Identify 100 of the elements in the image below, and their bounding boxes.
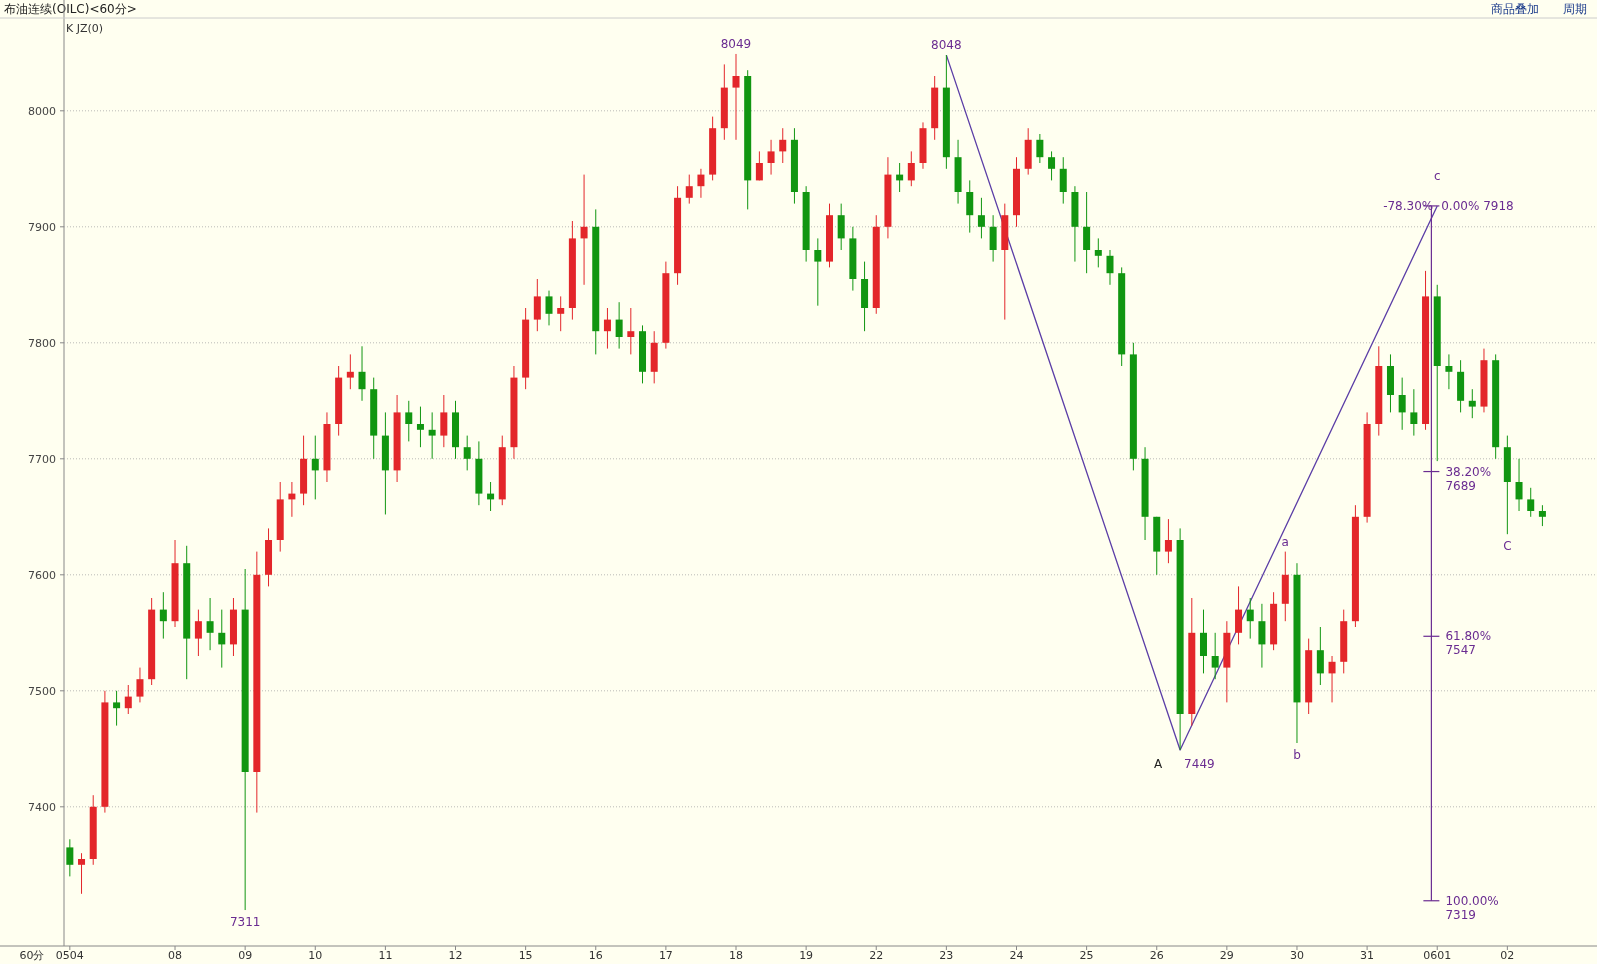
annotation: c <box>1433 168 1441 183</box>
candlestick <box>428 411 436 460</box>
x-axis-title: 60分 <box>19 949 45 962</box>
text: 商品叠加 <box>1491 2 1539 16</box>
candlestick <box>1059 156 1067 205</box>
x-tick-label: 25 <box>1079 949 1094 962</box>
candlestick <box>767 139 775 176</box>
candlestick <box>1094 237 1102 268</box>
annotation: a <box>1281 534 1289 549</box>
candlestick <box>966 179 974 234</box>
candlestick <box>1445 353 1453 390</box>
candlestick <box>124 684 132 715</box>
candlestick <box>989 214 997 263</box>
candlestick <box>1211 632 1219 680</box>
candlestick <box>1036 133 1044 164</box>
candlestick <box>977 197 985 239</box>
candlestick <box>1328 655 1336 703</box>
candlestick <box>1410 388 1418 437</box>
candlestick <box>603 307 611 350</box>
candlestick <box>1538 504 1546 527</box>
candlestick <box>627 307 635 355</box>
candlestick <box>346 353 354 390</box>
ref-line-label: 61.80% 7547 <box>1445 629 1492 658</box>
candlestick <box>1164 518 1172 564</box>
annotation: A <box>1153 756 1163 771</box>
candlestick <box>1106 249 1114 286</box>
annotation: 0.00% 7918 <box>1441 198 1514 213</box>
candlestick <box>1048 150 1056 181</box>
y-tick-label: 7600 <box>28 568 56 582</box>
candlestick <box>697 168 705 199</box>
y-tick-label: 7500 <box>28 684 56 698</box>
x-tick-label: 12 <box>448 949 463 962</box>
candlestick <box>440 394 448 448</box>
annotation: b <box>1293 748 1301 762</box>
x-tick-label: 31 <box>1360 949 1375 962</box>
candlestick <box>1258 603 1266 669</box>
annotation: 7449 <box>1184 756 1215 771</box>
x-tick-label: 30 <box>1289 949 1304 962</box>
candlestick <box>1235 585 1243 645</box>
x-tick-label: 19 <box>799 949 814 962</box>
x-tick-label: 26 <box>1149 949 1164 962</box>
x-tick-label: 02 <box>1500 949 1515 962</box>
candlestick <box>779 127 787 164</box>
x-tick-label: 18 <box>729 949 743 962</box>
candlestick <box>732 53 740 141</box>
candlestick <box>615 301 623 350</box>
x-tick-label: 16 <box>588 949 603 962</box>
x-tick-label: 09 <box>238 949 253 962</box>
annotation: 7311 <box>229 915 261 930</box>
candlestick <box>907 150 915 187</box>
candlestick <box>78 852 86 895</box>
candlestick <box>580 174 588 286</box>
x-tick-label: 17 <box>658 949 673 962</box>
annotation: -78.30% <box>1383 198 1434 213</box>
annotation: C <box>1503 539 1512 554</box>
x-tick-label: 11 <box>378 949 393 962</box>
candlestick <box>545 290 553 326</box>
x-tick-label: 23 <box>939 949 954 962</box>
candlestick <box>755 150 763 181</box>
candlestick <box>533 278 541 332</box>
annotation: 8049 <box>720 36 752 51</box>
candlestick <box>358 345 366 402</box>
candlestick <box>1527 487 1535 518</box>
candlestick <box>557 295 565 332</box>
candlestick <box>814 237 822 307</box>
text: 周期 <box>1563 2 1587 16</box>
chart-title: 布油连续(OILC)<60分> <box>4 2 137 16</box>
x-tick-label: 0504 <box>55 949 84 962</box>
y-tick-label: 7400 <box>28 800 56 814</box>
x-tick-label: 24 <box>1009 949 1024 962</box>
candlestick <box>1199 609 1207 674</box>
candlestick <box>218 609 226 669</box>
candlestick <box>1316 626 1324 686</box>
y-tick-label: 7700 <box>28 452 56 466</box>
candlestick <box>1515 458 1523 512</box>
candlestick <box>416 406 424 448</box>
x-tick-label: 29 <box>1219 949 1234 962</box>
y-tick-label: 7900 <box>28 220 56 234</box>
candlestick <box>1083 191 1091 274</box>
candlestick <box>405 400 413 442</box>
candlestick <box>837 203 845 251</box>
candlestick <box>194 609 202 657</box>
y-tick-label: 7800 <box>28 336 56 350</box>
x-tick-label: 22 <box>869 949 884 962</box>
x-tick-label: 0601 <box>1423 949 1452 962</box>
candlestick <box>1246 597 1254 640</box>
candlestick <box>311 435 319 500</box>
candlestick <box>136 667 144 703</box>
candlestick <box>113 690 121 727</box>
candlestick <box>685 174 693 205</box>
x-tick-label: 10 <box>308 949 323 962</box>
annotation: 8048 <box>931 38 962 53</box>
candlestick <box>463 435 471 471</box>
candlestick <box>206 597 214 651</box>
y-tick-label: 8000 <box>28 104 56 118</box>
candlestick <box>159 591 167 640</box>
candlestick <box>1468 388 1476 419</box>
candlestick <box>66 838 74 877</box>
x-tick-label: 15 <box>518 949 533 962</box>
x-tick-label: 08 <box>168 949 183 962</box>
